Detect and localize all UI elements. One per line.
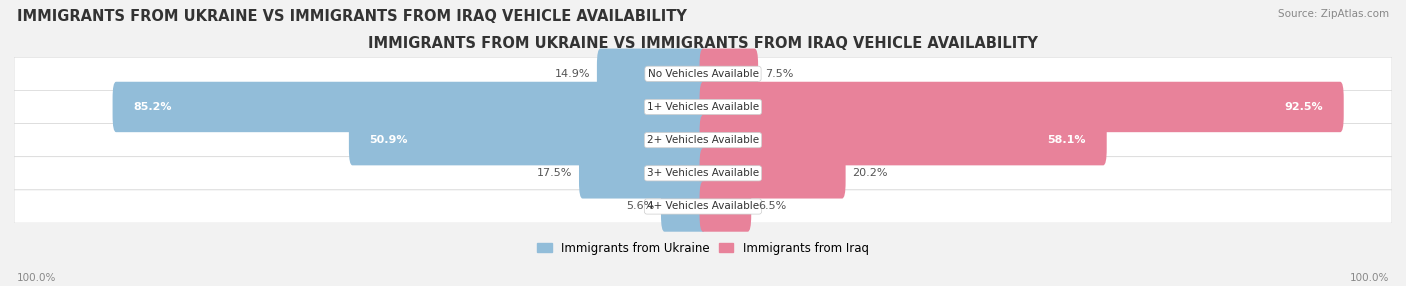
- FancyBboxPatch shape: [700, 115, 1107, 165]
- Legend: Immigrants from Ukraine, Immigrants from Iraq: Immigrants from Ukraine, Immigrants from…: [533, 237, 873, 260]
- Text: 100.0%: 100.0%: [17, 273, 56, 283]
- Text: 92.5%: 92.5%: [1285, 102, 1323, 112]
- FancyBboxPatch shape: [700, 181, 751, 232]
- Text: No Vehicles Available: No Vehicles Available: [648, 69, 758, 79]
- FancyBboxPatch shape: [112, 82, 706, 132]
- Text: 6.5%: 6.5%: [758, 202, 786, 211]
- Text: 85.2%: 85.2%: [134, 102, 172, 112]
- Text: IMMIGRANTS FROM UKRAINE VS IMMIGRANTS FROM IRAQ VEHICLE AVAILABILITY: IMMIGRANTS FROM UKRAINE VS IMMIGRANTS FR…: [17, 9, 686, 23]
- Text: 50.9%: 50.9%: [370, 135, 408, 145]
- Text: 5.6%: 5.6%: [626, 202, 654, 211]
- Text: 100.0%: 100.0%: [1350, 273, 1389, 283]
- Text: Source: ZipAtlas.com: Source: ZipAtlas.com: [1278, 9, 1389, 19]
- FancyBboxPatch shape: [579, 148, 706, 198]
- FancyBboxPatch shape: [14, 124, 1392, 157]
- FancyBboxPatch shape: [700, 82, 1344, 132]
- Text: 3+ Vehicles Available: 3+ Vehicles Available: [647, 168, 759, 178]
- FancyBboxPatch shape: [661, 181, 706, 232]
- FancyBboxPatch shape: [700, 148, 845, 198]
- FancyBboxPatch shape: [14, 90, 1392, 124]
- Text: 1+ Vehicles Available: 1+ Vehicles Available: [647, 102, 759, 112]
- FancyBboxPatch shape: [598, 49, 706, 99]
- Text: 20.2%: 20.2%: [852, 168, 889, 178]
- Text: 14.9%: 14.9%: [554, 69, 591, 79]
- Text: 7.5%: 7.5%: [765, 69, 793, 79]
- Text: 4+ Vehicles Available: 4+ Vehicles Available: [647, 202, 759, 211]
- Text: IMMIGRANTS FROM UKRAINE VS IMMIGRANTS FROM IRAQ VEHICLE AVAILABILITY: IMMIGRANTS FROM UKRAINE VS IMMIGRANTS FR…: [368, 36, 1038, 51]
- FancyBboxPatch shape: [14, 157, 1392, 190]
- Text: 17.5%: 17.5%: [537, 168, 572, 178]
- FancyBboxPatch shape: [700, 49, 758, 99]
- Text: 58.1%: 58.1%: [1047, 135, 1085, 145]
- FancyBboxPatch shape: [14, 190, 1392, 223]
- Text: 2+ Vehicles Available: 2+ Vehicles Available: [647, 135, 759, 145]
- FancyBboxPatch shape: [14, 57, 1392, 90]
- FancyBboxPatch shape: [349, 115, 706, 165]
